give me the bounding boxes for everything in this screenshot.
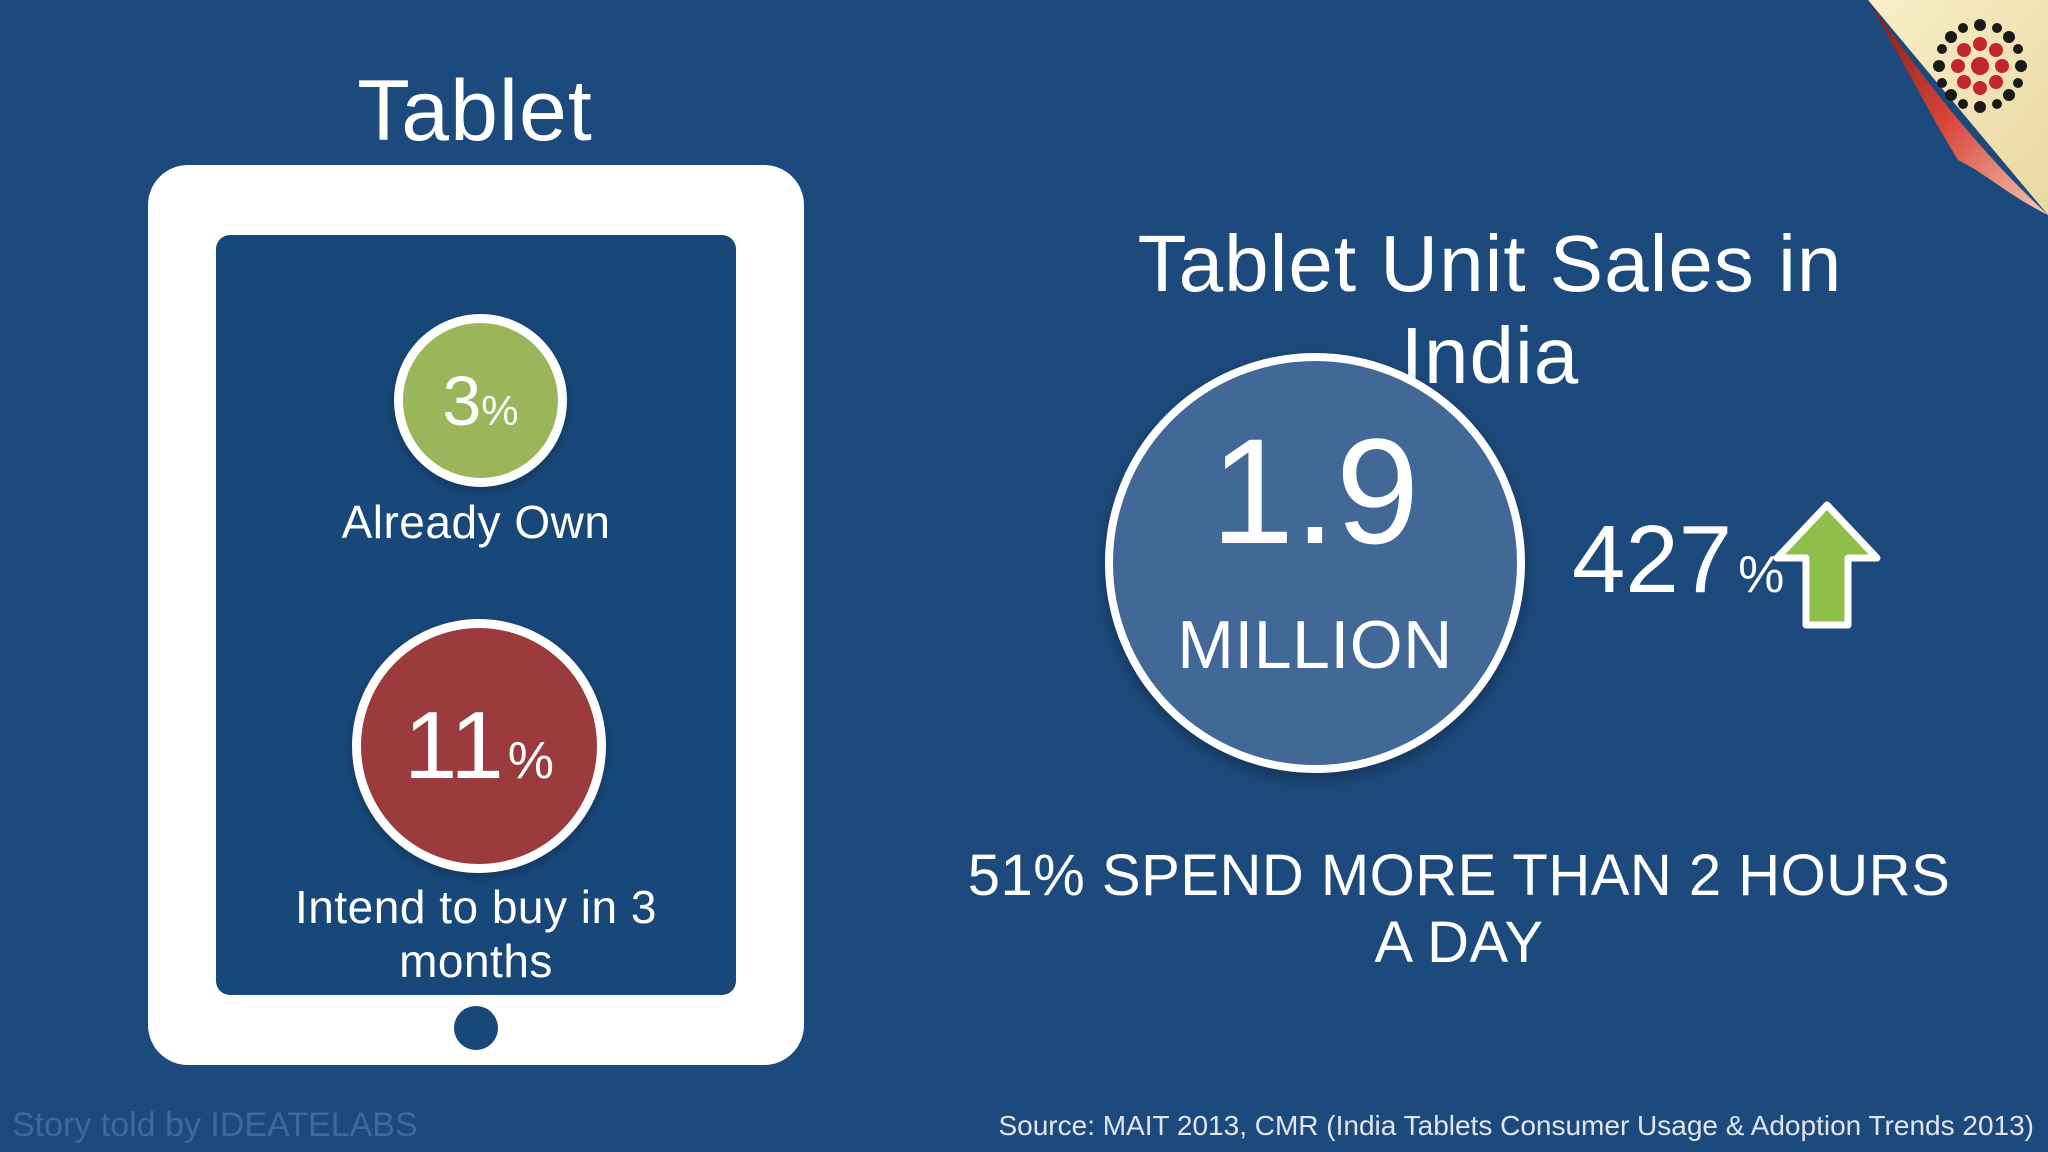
intend-to-buy-circle: 11% bbox=[352, 619, 606, 873]
story-credit: Story told by IDEATELABS bbox=[12, 1106, 418, 1144]
source-citation: Source: MAIT 2013, CMR (India Tablets Co… bbox=[998, 1110, 2034, 1141]
growth-value: 427 bbox=[1572, 506, 1733, 613]
already-own-label: Already Own bbox=[341, 496, 611, 548]
intend-to-buy-label: Intend to buy in 3 months bbox=[295, 881, 657, 987]
already-own-circle: 3% bbox=[394, 314, 567, 487]
intend-to-buy-unit: % bbox=[507, 732, 554, 790]
sales-circle: 1.9 MILLION bbox=[1105, 353, 1525, 773]
sales-unit: MILLION bbox=[1177, 607, 1453, 683]
sales-value: 1.9 bbox=[1210, 407, 1420, 575]
growth-stat: 427 % bbox=[1572, 512, 1784, 612]
page-curl-corner bbox=[1868, 0, 2048, 215]
intend-to-buy-value: 11 bbox=[404, 692, 504, 799]
ideatelabs-logo-icon bbox=[1933, 19, 2027, 113]
usage-headline: 51% SPEND MORE THAN 2 HOURS A DAY bbox=[967, 843, 1951, 975]
tablet-home-button bbox=[454, 1006, 498, 1050]
tablet-sales-title: Tablet Unit Sales in India bbox=[1137, 219, 1843, 400]
tablet-screen: 3% Already Own 11% Intend to buy in 3 mo… bbox=[216, 235, 736, 995]
tablet-illustration: 3% Already Own 11% Intend to buy in 3 mo… bbox=[148, 165, 804, 1065]
already-own-value: 3 bbox=[442, 361, 482, 440]
up-arrow-icon bbox=[1773, 501, 1881, 629]
already-own-unit: % bbox=[481, 386, 519, 434]
